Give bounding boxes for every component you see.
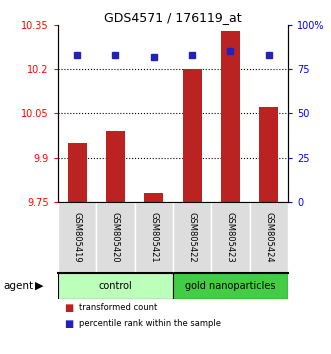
Text: GSM805421: GSM805421 xyxy=(149,212,158,263)
Text: GSM805423: GSM805423 xyxy=(226,212,235,263)
Bar xyxy=(211,202,250,273)
Bar xyxy=(259,107,278,202)
Bar xyxy=(182,69,202,202)
Text: GSM805424: GSM805424 xyxy=(264,212,273,263)
Bar xyxy=(106,131,125,202)
Text: GSM805420: GSM805420 xyxy=(111,212,120,263)
Bar xyxy=(221,31,240,202)
Bar xyxy=(173,202,211,273)
Bar xyxy=(135,202,173,273)
Bar xyxy=(250,202,288,273)
Text: ▶: ▶ xyxy=(35,281,43,291)
Text: GSM805419: GSM805419 xyxy=(72,212,82,263)
Bar xyxy=(144,193,164,202)
Text: GSM805422: GSM805422 xyxy=(188,212,197,263)
Text: agent: agent xyxy=(3,281,33,291)
Bar xyxy=(58,273,173,299)
Bar xyxy=(96,202,135,273)
Text: percentile rank within the sample: percentile rank within the sample xyxy=(79,319,221,329)
Text: transformed count: transformed count xyxy=(79,303,158,313)
Text: gold nanoparticles: gold nanoparticles xyxy=(185,281,276,291)
Text: control: control xyxy=(99,281,132,291)
Bar xyxy=(68,143,87,202)
Text: ■: ■ xyxy=(65,319,74,329)
Bar xyxy=(58,202,96,273)
Title: GDS4571 / 176119_at: GDS4571 / 176119_at xyxy=(104,11,242,24)
Bar xyxy=(173,273,288,299)
Text: ■: ■ xyxy=(65,303,74,313)
